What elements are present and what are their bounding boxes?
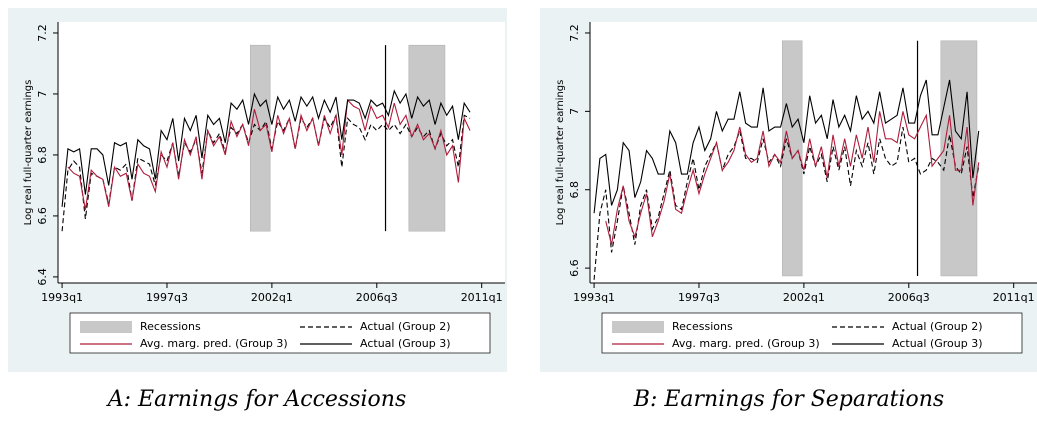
chart-panel: 6.4 6.6 6.8 7 7.2 1993q1 1997q3 2002q1 2006q3 201… xyxy=(8,8,507,412)
legend-box xyxy=(601,312,1023,354)
y-tick-label: 7.2 xyxy=(36,24,49,42)
y-tick-label: 7.2 xyxy=(568,24,581,42)
recession-band xyxy=(250,44,271,232)
x-tick-label: 2002q1 xyxy=(251,291,293,304)
series-line xyxy=(593,126,980,280)
x-tick-label: 1997q3 xyxy=(146,291,188,304)
legend-label: Actual (Group 2) xyxy=(360,320,451,333)
x-tick-label: 1993q1 xyxy=(41,291,83,304)
y-axis-label: Log real full-quarter earnings xyxy=(23,80,34,226)
legend-swatch xyxy=(80,321,132,333)
x-tick-label: 1993q1 xyxy=(573,291,615,304)
y-axis-label: Log real full-quarter earnings xyxy=(555,80,566,226)
y-tick-label: 6.6 xyxy=(36,207,49,225)
y-tick-label: 6.4 xyxy=(36,268,49,286)
chart-panel: 6.6 6.8 7 7.2 1993q1 1997q3 2002q1 2006q3 2011q1… xyxy=(540,8,1037,412)
recession-band xyxy=(408,44,446,232)
legend-label: Actual (Group 3) xyxy=(360,337,451,350)
legend-swatch xyxy=(612,321,664,333)
x-tick-label: 2006q3 xyxy=(356,291,398,304)
y-tick-label: 6.8 xyxy=(36,146,49,164)
legend-label: Recessions xyxy=(140,320,201,333)
series-line xyxy=(67,98,471,210)
chart-title: A: Earnings for Accessions xyxy=(106,387,407,412)
x-tick-label: 2011q1 xyxy=(993,291,1035,304)
chart-title: B: Earnings for Separations xyxy=(633,387,944,412)
y-tick-label: 7 xyxy=(36,90,49,97)
x-tick-label: 2002q1 xyxy=(783,291,825,304)
legend-label: Recessions xyxy=(672,320,733,333)
series-line xyxy=(605,111,980,245)
legend-box xyxy=(69,312,491,354)
legend-label: Avg. marg. pred. (Group 3) xyxy=(140,337,288,350)
x-tick-label: 1997q3 xyxy=(678,291,720,304)
legend-label: Avg. marg. pred. (Group 3) xyxy=(672,337,820,350)
series-line xyxy=(61,89,471,207)
y-tick-label: 6.8 xyxy=(568,181,581,199)
y-tick-label: 7 xyxy=(568,108,581,115)
legend-label: Actual (Group 3) xyxy=(892,337,983,350)
y-tick-label: 6.6 xyxy=(568,259,581,277)
series-line xyxy=(593,79,980,214)
x-tick-label: 2011q1 xyxy=(461,291,503,304)
recession-band xyxy=(940,40,978,277)
x-tick-label: 2006q3 xyxy=(888,291,930,304)
legend-label: Actual (Group 2) xyxy=(892,320,983,333)
